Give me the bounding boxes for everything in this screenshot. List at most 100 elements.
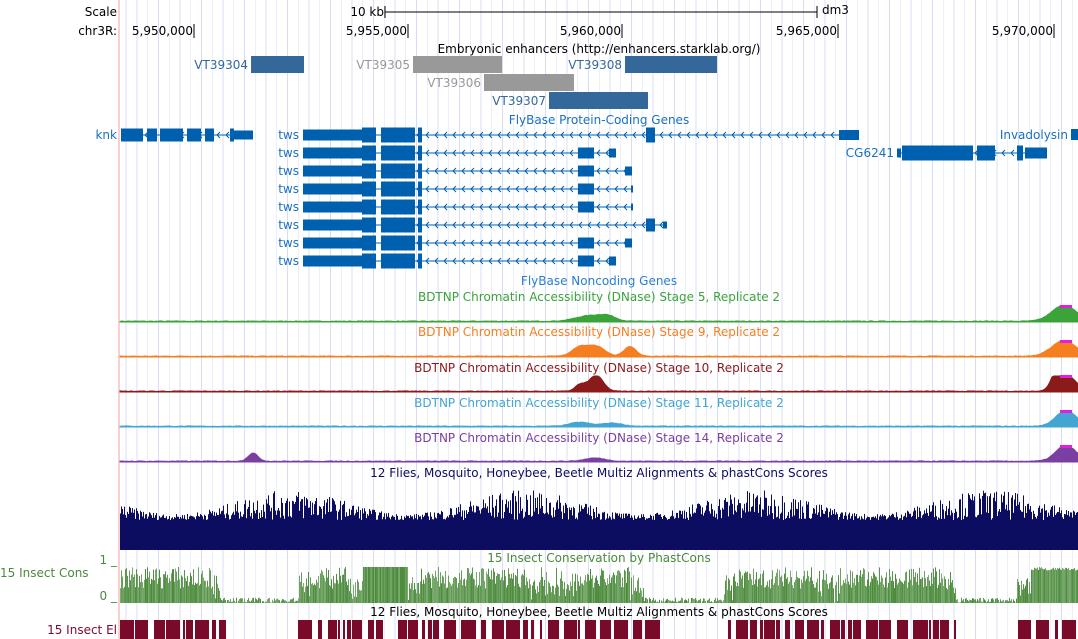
phastcons-bar — [561, 571, 562, 603]
multiz-bar — [368, 515, 369, 550]
phastcons-bar — [278, 599, 279, 603]
elements-track-title[interactable]: 12 Flies, Mosquito, Honeybee, Beetle Mul… — [370, 605, 828, 619]
phastcons-bar — [275, 600, 276, 603]
gene-label-tws[interactable]: tws — [278, 182, 299, 196]
multiz-bar — [414, 514, 415, 550]
conserved-element — [195, 620, 209, 639]
gene-label-tws[interactable]: tws — [278, 236, 299, 250]
phastcons-bar — [953, 587, 954, 603]
phastcons-bar — [999, 602, 1000, 603]
phastcons-bar — [326, 568, 327, 603]
phastcons-bar — [639, 592, 640, 603]
multiz-bar — [312, 502, 313, 550]
phastcons-bar — [242, 598, 243, 603]
phastcons-bar — [869, 585, 870, 603]
dnase-clip-marker — [1060, 375, 1072, 378]
multiz-bar — [272, 519, 273, 550]
multiz-bar — [966, 516, 967, 550]
conserved-element — [506, 620, 520, 639]
dnase-stage5-title[interactable]: BDTNP Chromatin Accessibility (DNase) St… — [417, 290, 781, 304]
enhancers-track-title[interactable]: Embryonic enhancers (http://enhancers.st… — [437, 42, 761, 56]
phastcons-bar — [125, 569, 126, 603]
gene-exon — [418, 235, 422, 251]
multiz-bar — [971, 500, 972, 550]
phastcons-bar — [832, 575, 833, 603]
elements-side-label[interactable]: 15 Insect El — [47, 623, 117, 637]
phastcons-bar — [578, 581, 579, 603]
phastcons-bar — [612, 575, 613, 603]
dnase-stage10-title[interactable]: BDTNP Chromatin Accessibility (DNase) St… — [414, 361, 784, 375]
gene-label-tws[interactable]: tws — [278, 218, 299, 232]
phastcons-track-title[interactable]: 15 Insect Conservation by PhastCons — [487, 551, 711, 565]
phastcons-bar — [890, 576, 891, 603]
gene-label-tws[interactable]: tws — [278, 254, 299, 268]
multiz-bar — [737, 505, 738, 550]
multiz-bar — [135, 518, 136, 550]
multiz-bar — [889, 515, 890, 550]
gene-label-invadolysin[interactable]: Invadolysin — [999, 128, 1068, 142]
enhancer-label[interactable]: VT39304 — [194, 58, 248, 72]
noncoding-track-title[interactable]: FlyBase Noncoding Genes — [520, 274, 678, 288]
phastcons-bar — [744, 573, 745, 603]
multiz-bar — [717, 519, 718, 550]
gene-label-knk[interactable]: knk — [95, 128, 117, 142]
multiz-bar — [570, 510, 571, 550]
protein-coding-track-title[interactable]: FlyBase Protein-Coding Genes — [508, 113, 690, 127]
strand-arrow — [434, 185, 439, 193]
enhancer-label[interactable]: VT39306 — [427, 76, 481, 90]
strand-arrow — [434, 257, 439, 265]
phastcons-side-label[interactable]: 15 Insect Cons — [0, 566, 89, 580]
multiz-bar — [468, 511, 469, 550]
phastcons-bar — [483, 568, 484, 603]
multiz-bar — [922, 515, 923, 550]
multiz-bar — [408, 515, 409, 550]
multiz-bar — [412, 516, 413, 550]
enhancer-label[interactable]: VT39305 — [356, 58, 410, 72]
phastcons-bar — [225, 599, 226, 603]
phastcons-bar — [211, 588, 212, 603]
strand-arrow — [452, 185, 457, 193]
multiz-bar — [169, 516, 170, 550]
phastcons-bar — [471, 573, 472, 603]
multiz-bar — [276, 514, 277, 550]
phastcons-bar — [905, 572, 906, 603]
multiz-bar — [211, 513, 212, 550]
phastcons-bar — [248, 597, 249, 603]
multiz-bar — [323, 506, 324, 550]
multiz-bar — [224, 514, 225, 550]
multiz-bar — [554, 516, 555, 550]
multiz-bar — [805, 518, 806, 550]
multiz-bar — [184, 515, 185, 550]
phastcons-bar — [948, 578, 949, 603]
dnase-stage14-title[interactable]: BDTNP Chromatin Accessibility (DNase) St… — [414, 431, 784, 445]
enhancer-label[interactable]: VT39307 — [492, 94, 546, 108]
phastcons-bar — [525, 585, 526, 603]
gene-label-tws[interactable]: tws — [278, 164, 299, 178]
dnase-stage9-title[interactable]: BDTNP Chromatin Accessibility (DNase) St… — [417, 325, 781, 339]
phastcons-bar — [355, 582, 356, 603]
phastcons-bar — [870, 581, 871, 603]
multiz-bar — [732, 503, 733, 550]
multiz-track-title[interactable]: 12 Flies, Mosquito, Honeybee, Beetle Mul… — [370, 466, 828, 480]
gene-label-tws[interactable]: tws — [278, 146, 299, 160]
multiz-bar — [584, 507, 585, 550]
multiz-bar — [986, 512, 987, 550]
multiz-bar — [808, 501, 809, 550]
strand-arrow — [605, 221, 610, 229]
phastcons-bar — [553, 586, 554, 603]
gene-label-cg6241[interactable]: CG6241 — [845, 146, 894, 160]
gene-label-tws[interactable]: tws — [278, 200, 299, 214]
dnase-stage11-title[interactable]: BDTNP Chromatin Accessibility (DNase) St… — [414, 396, 784, 410]
phastcons-bar — [748, 579, 749, 603]
strand-arrow — [425, 221, 430, 229]
multiz-bar — [320, 506, 321, 550]
gene-exon — [381, 163, 415, 179]
multiz-bar — [419, 516, 420, 550]
multiz-bar — [715, 517, 716, 550]
gene-label-tws[interactable]: tws — [278, 128, 299, 142]
phastcons-bar — [266, 601, 267, 603]
phastcons-bar — [693, 598, 694, 603]
enhancer-label[interactable]: VT39308 — [568, 58, 622, 72]
multiz-bar — [865, 519, 866, 550]
